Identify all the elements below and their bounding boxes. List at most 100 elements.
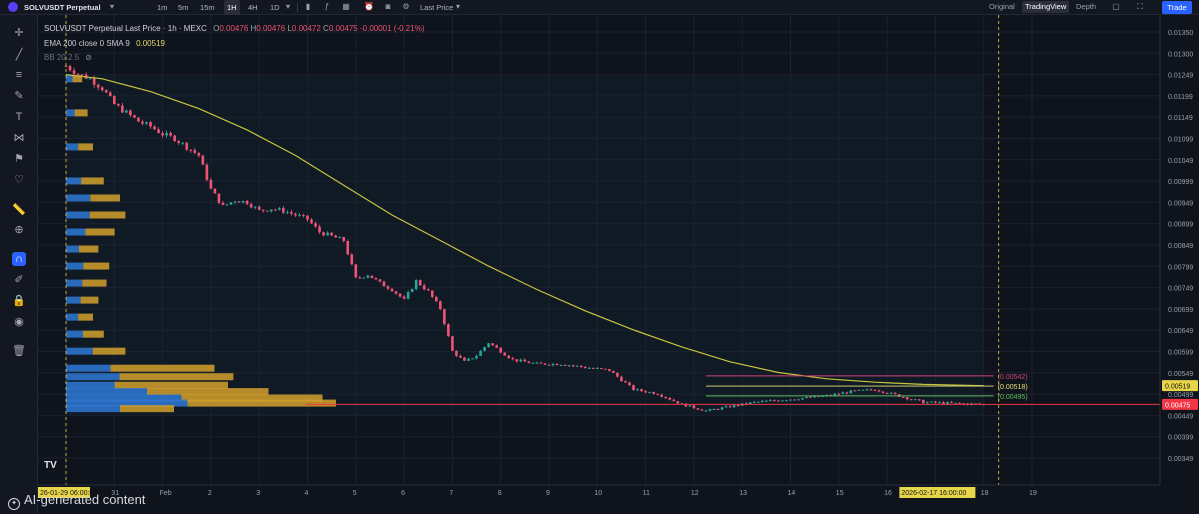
- volume-profile-buy-bar: [66, 194, 91, 202]
- price-chart[interactable]: (0.00542) (0.00518) (0.00495) 0.01350 0.0130…: [38, 15, 1199, 514]
- text-tool-icon[interactable]: T: [15, 111, 23, 123]
- templates-icon[interactable]: ▦: [342, 2, 350, 11]
- candle-body: [809, 396, 812, 398]
- view-tab-original[interactable]: Original: [989, 2, 1015, 11]
- candle-body: [664, 396, 668, 398]
- candle-body: [390, 288, 394, 292]
- candle-body: [402, 296, 406, 299]
- symbol-dropdown-chevron-icon[interactable]: ▾: [109, 2, 114, 11]
- lock-icon[interactable]: 🔒: [12, 295, 26, 307]
- legend-low-value: 0.00472: [291, 24, 321, 33]
- interval-5m[interactable]: 5m: [178, 3, 189, 12]
- interval-1m[interactable]: 1m: [157, 3, 168, 12]
- candle-body: [660, 394, 663, 397]
- top-toolbar: SOLVUSDT Perpetual ▾ 1m 5m 15m 1H 4H 1D …: [0, 0, 1199, 15]
- candle-body: [716, 408, 720, 410]
- candle-body: [644, 391, 647, 393]
- candle-body: [181, 142, 185, 144]
- candle-body: [801, 397, 804, 400]
- candle-body: [704, 410, 708, 412]
- heart-icon[interactable]: ♡: [14, 174, 24, 186]
- volume-profile-buy-bar: [66, 347, 93, 355]
- legend-ema-value: 0.00519: [136, 39, 165, 48]
- candle-body: [443, 309, 446, 325]
- volume-profile-sell-bar: [80, 296, 99, 304]
- candle-body: [157, 129, 160, 134]
- candle-body: [946, 402, 949, 404]
- candle-body: [278, 208, 281, 210]
- candle-body: [551, 363, 555, 366]
- chart-type-candles-icon[interactable]: ▮: [305, 2, 311, 11]
- view-tab-tradingview[interactable]: TradingView: [1022, 1, 1070, 13]
- price-type-chevron-icon[interactable]: ▾: [455, 2, 460, 11]
- y-tick-label: 0.01199: [1168, 94, 1193, 101]
- y-axis-ticks: 0.01350 0.01300 0.01249 0.01199 0.01149 0.010…: [1168, 30, 1193, 463]
- forecast-icon[interactable]: ⚑: [14, 153, 24, 165]
- candle-body: [640, 389, 643, 392]
- camera-icon[interactable]: ◙: [385, 2, 391, 11]
- draw-lock-icon[interactable]: ✐: [14, 274, 24, 286]
- candle-body: [197, 152, 201, 156]
- candle-body: [841, 392, 845, 395]
- candle-body: [117, 104, 120, 106]
- zoom-icon[interactable]: ⊕: [14, 224, 24, 236]
- symbol-name[interactable]: SOLVUSDT Perpetual: [24, 3, 101, 12]
- interval-dropdown-chevron-icon[interactable]: ▾: [285, 2, 290, 11]
- indicators-icon[interactable]: ƒ: [324, 2, 330, 11]
- candle-body: [398, 293, 402, 297]
- candle-body: [141, 121, 144, 124]
- candle-body: [426, 289, 430, 291]
- price-type-select[interactable]: Last Price: [420, 3, 454, 12]
- candle-body: [628, 382, 631, 386]
- candle-body: [656, 394, 659, 396]
- x-tick-label: 26-01-29 06:00:00: [40, 490, 97, 497]
- candle-body: [294, 213, 297, 216]
- candle-body: [269, 209, 273, 212]
- horizontal-lines-icon[interactable]: ≡: [15, 69, 23, 81]
- brush-icon[interactable]: ✎: [14, 90, 24, 102]
- alert-icon[interactable]: ⏰: [364, 2, 374, 11]
- crosshair-icon[interactable]: ✛: [14, 27, 24, 39]
- candle-body: [684, 403, 688, 407]
- candle-body: [414, 280, 418, 289]
- candle-body: [934, 401, 937, 403]
- candle-body: [620, 376, 623, 382]
- candle-body: [137, 117, 140, 122]
- trash-icon[interactable]: 🗑: [12, 345, 26, 357]
- fullscreen-icon[interactable]: ⛶: [1137, 2, 1143, 11]
- candle-body: [64, 66, 68, 68]
- eye-icon[interactable]: ◉: [14, 316, 24, 328]
- x-start-label-box: [38, 487, 90, 498]
- legend-bb-row: BB 20 2.5 ⊘: [44, 53, 92, 62]
- magnet-icon[interactable]: ∩: [12, 252, 26, 266]
- volume-profile-buy-bar: [66, 330, 84, 338]
- layout-icon[interactable]: ▢: [1112, 2, 1120, 11]
- trade-button[interactable]: Trade: [1162, 1, 1192, 14]
- annotation-label: (0.00518): [998, 384, 1028, 391]
- candle-body: [757, 401, 760, 403]
- toolbar-divider: [297, 3, 298, 12]
- interval-1h[interactable]: 1H: [224, 0, 240, 15]
- candle-body: [314, 223, 317, 227]
- interval-1d[interactable]: 1D: [270, 3, 280, 12]
- interval-4h[interactable]: 4H: [248, 3, 258, 12]
- interval-15m[interactable]: 15m: [200, 3, 215, 12]
- candle-body: [885, 392, 889, 394]
- ruler-icon[interactable]: 📏: [12, 204, 26, 216]
- pattern-icon[interactable]: ⋈: [13, 132, 25, 144]
- trend-line-icon[interactable]: ╱: [15, 49, 23, 61]
- y-tick-label: 0.01249: [1168, 73, 1193, 80]
- candle-body: [310, 219, 313, 224]
- candle-body: [813, 395, 816, 398]
- x-tick-label: 14: [788, 490, 796, 497]
- hidden-eye-icon[interactable]: ⊘: [85, 53, 93, 62]
- candle-body: [596, 368, 599, 370]
- candle-body: [330, 232, 333, 236]
- view-tab-depth[interactable]: Depth: [1076, 2, 1097, 11]
- volume-profile-buy-bar: [66, 279, 83, 287]
- candle-body: [632, 385, 635, 391]
- settings-gear-icon[interactable]: ⚙: [402, 2, 410, 11]
- candle-body: [358, 277, 362, 279]
- candle-body: [789, 399, 792, 401]
- legend-high-key: H: [250, 24, 257, 33]
